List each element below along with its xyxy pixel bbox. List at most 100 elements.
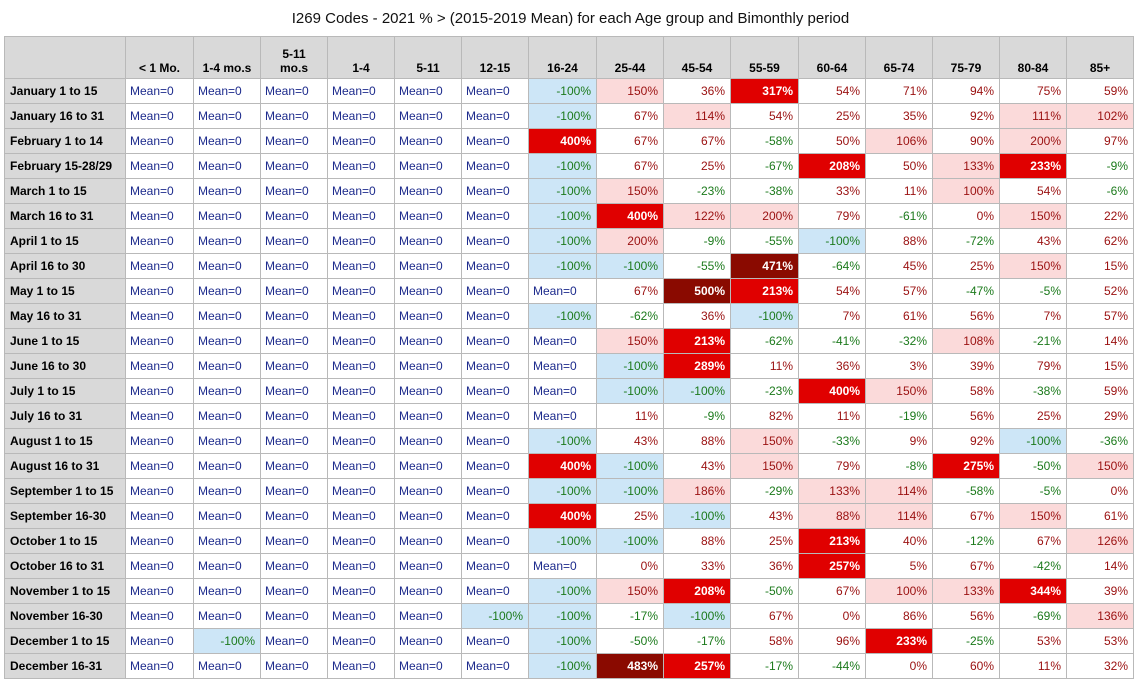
data-cell: 43% xyxy=(999,228,1067,254)
data-cell: Mean=0 xyxy=(260,478,328,504)
data-cell: Mean=0 xyxy=(528,378,597,404)
data-cell: 43% xyxy=(596,428,664,454)
table-row: April 1 to 15 Mean=0 Mean=0 Mean=0 Mean=0 Mea… xyxy=(4,228,1134,254)
data-cell: 150% xyxy=(596,328,664,354)
data-cell: -62% xyxy=(596,303,664,329)
table-row: March 16 to 31 Mean=0 Mean=0 Mean=0 Mean=0 Me… xyxy=(4,203,1134,229)
data-cell: -69% xyxy=(999,603,1067,629)
data-cell: Mean=0 xyxy=(125,478,194,504)
data-cell: Mean=0 xyxy=(260,628,328,654)
data-cell: Mean=0 xyxy=(193,228,261,254)
data-cell: 67% xyxy=(596,128,664,154)
data-cell: 54% xyxy=(798,78,866,104)
data-cell: 483% xyxy=(596,653,664,679)
table-row: November 1 to 15 Mean=0 Mean=0 Mean=0 Mean=0… xyxy=(4,578,1134,604)
data-cell: Mean=0 xyxy=(327,528,395,554)
data-cell: 0% xyxy=(1066,478,1134,504)
data-cell: 5% xyxy=(865,553,933,579)
data-cell: 14% xyxy=(1066,553,1134,579)
table-row: June 16 to 30 Mean=0 Mean=0 Mean=0 Mean=0 Mea… xyxy=(4,353,1134,379)
data-cell: Mean=0 xyxy=(327,453,395,479)
data-cell: Mean=0 xyxy=(125,378,194,404)
data-cell: Mean=0 xyxy=(125,103,194,129)
row-label: December 1 to 15 xyxy=(4,628,126,654)
data-cell: 257% xyxy=(798,553,866,579)
data-cell: Mean=0 xyxy=(461,378,529,404)
data-cell: 32% xyxy=(1066,653,1134,679)
data-cell: Mean=0 xyxy=(394,253,462,279)
data-cell: 9% xyxy=(865,428,933,454)
data-cell: -100% xyxy=(798,228,866,254)
data-cell: 40% xyxy=(865,528,933,554)
data-cell: 213% xyxy=(663,328,731,354)
data-cell: Mean=0 xyxy=(125,278,194,304)
table-row: May 1 to 15 Mean=0 Mean=0 Mean=0 Mean=0 Mean=… xyxy=(4,278,1134,304)
data-cell: 59% xyxy=(1066,378,1134,404)
data-cell: Mean=0 xyxy=(125,203,194,229)
data-cell: Mean=0 xyxy=(260,603,328,629)
data-cell: 344% xyxy=(999,578,1067,604)
data-cell: 60% xyxy=(932,653,1000,679)
data-cell: Mean=0 xyxy=(461,478,529,504)
data-cell: Mean=0 xyxy=(461,278,529,304)
data-cell: 39% xyxy=(1066,578,1134,604)
data-cell: 56% xyxy=(932,603,1000,629)
data-cell: 67% xyxy=(663,128,731,154)
data-cell: 114% xyxy=(865,503,933,529)
data-cell: Mean=0 xyxy=(394,303,462,329)
row-label: November 1 to 15 xyxy=(4,578,126,604)
data-cell: 54% xyxy=(999,178,1067,204)
data-cell: 36% xyxy=(798,353,866,379)
data-cell: Mean=0 xyxy=(193,378,261,404)
data-cell: Mean=0 xyxy=(193,253,261,279)
data-cell: Mean=0 xyxy=(394,378,462,404)
data-cell: Mean=0 xyxy=(260,453,328,479)
data-cell: Mean=0 xyxy=(461,78,529,104)
data-cell: 82% xyxy=(730,403,799,429)
data-cell: 86% xyxy=(865,603,933,629)
data-cell: 150% xyxy=(730,453,799,479)
data-cell: 317% xyxy=(730,78,799,104)
data-cell: -62% xyxy=(730,328,799,354)
data-cell: -100% xyxy=(663,378,731,404)
data-cell: Mean=0 xyxy=(461,503,529,529)
table-row: January 16 to 31 Mean=0 Mean=0 Mean=0 Mean=0… xyxy=(4,103,1134,129)
data-cell: 67% xyxy=(932,503,1000,529)
data-cell: Mean=0 xyxy=(461,553,529,579)
data-cell: 79% xyxy=(999,353,1067,379)
data-cell: Mean=0 xyxy=(394,653,462,679)
data-cell: Mean=0 xyxy=(327,378,395,404)
data-cell: Mean=0 xyxy=(193,578,261,604)
data-cell: -55% xyxy=(663,253,731,279)
chart-title: I269 Codes - 2021 % > (2015-2019 Mean) f… xyxy=(291,10,850,27)
column-header: 1-4 mo.s xyxy=(193,36,261,79)
data-cell: 400% xyxy=(528,503,597,529)
header-row: < 1 Mo. 1-4 mo.s 5-11 mo.s 1-4 5-11 12-15 16-24… xyxy=(4,36,1134,79)
data-cell: 71% xyxy=(865,78,933,104)
data-cell: 133% xyxy=(932,153,1000,179)
data-cell: Mean=0 xyxy=(394,603,462,629)
data-cell: Mean=0 xyxy=(461,628,529,654)
table-row: April 16 to 30 Mean=0 Mean=0 Mean=0 Mean=0 Me… xyxy=(4,253,1134,279)
data-cell: Mean=0 xyxy=(394,178,462,204)
column-header: < 1 Mo. xyxy=(125,36,194,79)
data-cell: Mean=0 xyxy=(260,278,328,304)
data-cell: 50% xyxy=(798,128,866,154)
data-cell: Mean=0 xyxy=(193,403,261,429)
row-label: September 1 to 15 xyxy=(4,478,126,504)
data-cell: 200% xyxy=(999,128,1067,154)
table-row: June 1 to 15 Mean=0 Mean=0 Mean=0 Mean=0 Mean… xyxy=(4,328,1134,354)
data-cell: Mean=0 xyxy=(394,353,462,379)
data-cell: 57% xyxy=(865,278,933,304)
row-label: April 16 to 30 xyxy=(4,253,126,279)
data-cell: Mean=0 xyxy=(461,528,529,554)
data-cell: 11% xyxy=(999,653,1067,679)
data-cell: Mean=0 xyxy=(125,628,194,654)
data-cell: Mean=0 xyxy=(461,328,529,354)
data-cell: Mean=0 xyxy=(193,128,261,154)
data-cell: 57% xyxy=(1066,303,1134,329)
data-cell: 67% xyxy=(730,603,799,629)
data-cell: Mean=0 xyxy=(327,78,395,104)
data-cell: Mean=0 xyxy=(327,653,395,679)
row-label: August 1 to 15 xyxy=(4,428,126,454)
